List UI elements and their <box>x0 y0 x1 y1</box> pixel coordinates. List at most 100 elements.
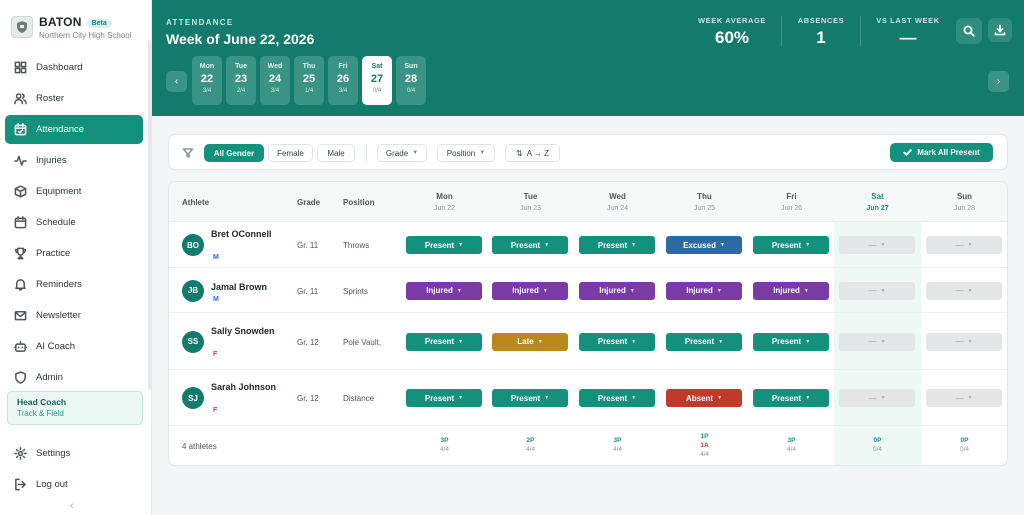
status-pill[interactable]: — ▼ <box>926 389 1002 407</box>
sidebar-item-dashboard[interactable]: Dashboard <box>0 52 151 83</box>
prev-week-button[interactable]: ‹ <box>166 71 187 92</box>
table-row: JB Jamal Brown M Gr. 11 Sprints Injured ▼ Injur… <box>169 268 1007 313</box>
day-name: Sun <box>404 63 418 70</box>
sidebar-item-log-out[interactable]: Log out <box>0 469 151 500</box>
position-dropdown-label: Position <box>446 148 476 158</box>
chevron-down-icon: ▼ <box>967 395 973 401</box>
chevron-down-icon: ▼ <box>803 287 809 294</box>
col-day-date: Jun 24 <box>606 205 629 212</box>
position-dropdown[interactable]: Position ▼ <box>437 144 495 162</box>
day-attendance-count: 2/4 <box>236 88 246 94</box>
brand[interactable]: BATON Beta Northern City High School <box>0 0 151 44</box>
bell-icon <box>13 278 27 292</box>
download-button[interactable] <box>988 18 1012 42</box>
status-pill[interactable]: Present ▼ <box>579 236 655 254</box>
status-pill[interactable]: — ▼ <box>926 236 1002 254</box>
status-pill[interactable]: Excused ▼ <box>666 236 742 254</box>
sidebar-bottom-nav: Settings Log out <box>0 438 151 500</box>
status-pill[interactable]: Present ▼ <box>579 389 655 407</box>
table-row: BO Bret OConnell M Gr. 11 Throws Present ▼ Pres… <box>169 222 1007 268</box>
chevron-down-icon: ▼ <box>719 242 725 248</box>
stat-label: WEEK AVERAGE <box>697 16 767 25</box>
day-tue[interactable]: Tue 23 2/4 <box>226 56 256 105</box>
chevron-down-icon: ▼ <box>631 395 637 401</box>
sort-button[interactable]: ⇅ A → Z <box>505 144 560 162</box>
col-day-name: Wed <box>609 192 626 201</box>
filter-male[interactable]: Male <box>317 144 355 162</box>
sidebar-item-label: Attendance <box>36 124 85 135</box>
status-pill[interactable]: Injured ▼ <box>492 281 568 300</box>
day-fri[interactable]: Fri 26 3/4 <box>328 56 358 105</box>
status-pill[interactable]: Present ▼ <box>492 389 568 407</box>
status-pill[interactable]: Present ▼ <box>666 332 742 351</box>
status-pill[interactable]: Present ▼ <box>406 332 482 351</box>
athlete-name[interactable]: Sarah Johnson <box>211 382 277 392</box>
sidebar-item-reminders[interactable]: Reminders <box>0 269 151 300</box>
day-sat[interactable]: Sat 27 0/4 <box>362 56 392 105</box>
athlete-name[interactable]: Bret OConnell <box>211 229 272 239</box>
sidebar-scrollbar[interactable] <box>148 40 151 390</box>
status-pill[interactable]: Injured ▼ <box>579 281 655 300</box>
role-sport: Track & Field <box>17 409 64 418</box>
status-pill[interactable]: — ▼ <box>839 389 915 407</box>
day-date: 28 <box>404 73 418 85</box>
athlete-count: 4 athletes <box>182 442 217 451</box>
filter-all-gender[interactable]: All Gender <box>204 144 264 162</box>
status-pill[interactable]: Present ▼ <box>406 236 482 254</box>
next-week-button[interactable]: › <box>988 71 1009 92</box>
present-count: 1P <box>700 433 709 440</box>
status-pill[interactable]: Present ▼ <box>753 332 829 351</box>
status-pill[interactable]: Present ▼ <box>753 389 829 407</box>
sidebar-item-practice[interactable]: Practice <box>0 238 151 269</box>
gear-icon <box>13 447 27 461</box>
sidebar-item-admin[interactable]: Admin <box>0 362 151 393</box>
day-thu[interactable]: Thu 25 1/4 <box>294 56 324 105</box>
status-pill[interactable]: Present ▼ <box>406 389 482 407</box>
sidebar-item-equipment[interactable]: Equipment <box>0 176 151 207</box>
collapse-sidebar-button[interactable]: ‹ <box>70 500 74 512</box>
status-pill[interactable]: Present ▼ <box>579 332 655 351</box>
sidebar-item-roster[interactable]: Roster <box>0 83 151 114</box>
activity-icon <box>13 154 27 168</box>
day-attendance-count: 0/4 <box>372 88 382 94</box>
status-pill[interactable]: Injured ▼ <box>666 281 742 300</box>
status-pill[interactable]: Injured ▼ <box>406 281 482 300</box>
grade-dropdown[interactable]: Grade ▼ <box>377 144 427 162</box>
day-mon[interactable]: Mon 22 3/4 <box>192 56 222 105</box>
athlete-position: Sprints <box>343 286 368 296</box>
status-label: Present <box>771 337 802 346</box>
mark-all-present-button[interactable]: Mark All Present <box>890 143 993 162</box>
status-pill[interactable]: Present ▼ <box>492 236 568 254</box>
athlete-name[interactable]: Jamal Brown <box>211 281 268 292</box>
attendance-table: Athlete Grade Position Mon Jun 22 Tue Jun 2… <box>168 181 1008 466</box>
table-footer: 4 athletes 3P 4/4 2P 4/4 3P 4/4 1P 1A 4/4 3P 4/4 0P… <box>169 426 1007 465</box>
status-pill[interactable]: Absent ▼ <box>666 389 742 407</box>
chevron-down-icon: ▼ <box>717 395 723 401</box>
sidebar-item-schedule[interactable]: Schedule <box>0 207 151 238</box>
status-pill[interactable]: Injured ▼ <box>753 281 829 300</box>
filter-female[interactable]: Female <box>268 144 313 162</box>
sidebar-item-attendance[interactable]: Attendance <box>5 115 143 144</box>
status-pill[interactable]: — ▼ <box>839 281 915 300</box>
status-pill[interactable]: — ▼ <box>926 332 1002 351</box>
status-label: — <box>955 240 964 250</box>
search-button[interactable] <box>956 18 982 44</box>
day-sun[interactable]: Sun 28 0/4 <box>396 56 426 105</box>
stat-label: VS LAST WEEK <box>876 16 940 25</box>
sidebar-item-newsletter[interactable]: Newsletter <box>0 300 151 331</box>
status-pill[interactable]: — ▼ <box>839 236 915 254</box>
present-count: 2P <box>526 437 535 444</box>
status-pill[interactable]: Present ▼ <box>753 236 829 254</box>
sidebar-item-ai-coach[interactable]: AI Coach <box>0 331 151 362</box>
school-name: Northern City High School <box>39 31 132 41</box>
status-pill[interactable]: — ▼ <box>926 281 1002 300</box>
status-pill[interactable]: — ▼ <box>839 332 915 351</box>
chevron-down-icon: ▼ <box>805 338 811 345</box>
day-attendance-count: 3/4 <box>270 88 280 94</box>
day-attendance-count: 0/4 <box>406 88 416 94</box>
sidebar-item-settings[interactable]: Settings <box>0 438 151 469</box>
sidebar-item-injuries[interactable]: Injuries <box>0 145 151 176</box>
athlete-name[interactable]: Sally Snowden <box>211 325 275 336</box>
day-wed[interactable]: Wed 24 3/4 <box>260 56 290 105</box>
status-pill[interactable]: Late ▼ <box>492 332 568 351</box>
